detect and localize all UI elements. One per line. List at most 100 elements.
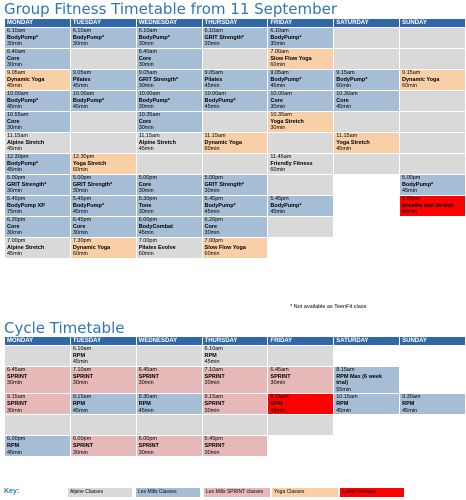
class-duration: 45min bbox=[204, 104, 220, 111]
class-duration: 45min bbox=[336, 146, 352, 153]
day-header-monday: MONDAY bbox=[5, 337, 70, 345]
empty-cell bbox=[202, 49, 268, 69]
class-cell: 6.10am BodyPump* 30min bbox=[136, 28, 202, 48]
empty-cell bbox=[268, 436, 334, 457]
class-name: Dynamic Yoga bbox=[204, 139, 242, 146]
cycle-title: Cycle Timetable bbox=[4, 319, 125, 337]
class-cell: 9.15am Dynamic Yoga 60min bbox=[400, 70, 465, 90]
day-header-thursday: THURSDAY bbox=[202, 337, 268, 345]
class-duration: 30min bbox=[138, 209, 154, 216]
class-cell: 6.00pm BodyCombat 45min bbox=[136, 217, 202, 237]
table-row: 9.05am Dynamic Yoga 45min 9.05am Pilates 45mi… bbox=[5, 70, 465, 90]
class-cell: 9.15am RPM 45min bbox=[268, 394, 334, 415]
table-row: 6.10am BodyPump* 30min 6.10am BodyPump* 30min… bbox=[5, 28, 465, 48]
class-cell: 12.30pm BodyPump* 45min bbox=[5, 154, 70, 174]
class-time: 6.10am bbox=[7, 28, 26, 34]
class-time: 5.45pm bbox=[204, 436, 223, 443]
class-time: 6.45am bbox=[270, 367, 289, 373]
class-name: BodyPump* bbox=[270, 76, 302, 83]
table-row: 7.00pm Alpine Stretch 45min 7.30pm Dynamic Y… bbox=[5, 238, 465, 258]
class-name: BodyPump XP bbox=[7, 202, 45, 209]
class-duration: 45min bbox=[204, 83, 220, 90]
class-name: Alpine Stretch bbox=[7, 244, 45, 251]
class-cell: 5.00pm BodyPump* 45min bbox=[400, 175, 465, 195]
day-header-row: MONDAY TUESDAY WEDNESDAY THURSDAY FRIDAY SATU… bbox=[5, 19, 465, 27]
class-time: 6.00pm bbox=[72, 436, 92, 443]
class-time: 9.05am bbox=[138, 70, 158, 76]
class-duration: 60min bbox=[402, 83, 418, 90]
class-time: 9.05am bbox=[72, 70, 92, 76]
class-cell: 5.45pm SPRINT 30min bbox=[202, 436, 268, 457]
class-time: 8.15am bbox=[336, 367, 355, 373]
class-cell: 10.35am Yoga Stretch 30min bbox=[268, 112, 334, 132]
class-duration: 60min bbox=[72, 167, 88, 174]
day-header-tuesday: TUESDAY bbox=[70, 337, 136, 345]
class-cell: 5.30pm Tone 30min bbox=[136, 196, 202, 216]
class-cell: 5.45pm BodyPump* 45min bbox=[268, 196, 334, 216]
class-name: Pilates bbox=[204, 76, 223, 83]
class-cell: 6.45am SPRINT 30min bbox=[136, 367, 202, 394]
class-cell: 7.30pm Dynamic Yoga 60min bbox=[70, 238, 136, 258]
class-cell: 11.15am Yoga Stretch 45min bbox=[334, 133, 400, 153]
class-name: Yoga Stretch bbox=[72, 160, 107, 167]
group-fitness-table: MONDAY TUESDAY WEDNESDAY THURSDAY FRIDAY SATU… bbox=[4, 18, 466, 259]
class-cell: 6.10am RPM 45min bbox=[202, 346, 268, 366]
class-name: GRIT Strength* bbox=[72, 181, 113, 188]
class-name: Alpine Stretch bbox=[138, 139, 176, 146]
class-cell: 9.15am SPRINT 30min bbox=[5, 394, 70, 415]
day-header-thursday: THURSDAY bbox=[202, 19, 268, 27]
class-name: Pilates bbox=[72, 76, 91, 83]
empty-cell bbox=[400, 112, 465, 132]
class-cell: 11.15am Alpine Stretch 45min bbox=[136, 133, 202, 153]
class-name: BodyPump* bbox=[7, 34, 39, 41]
class-duration: 30min bbox=[138, 104, 154, 111]
class-name: Friendly Fitness bbox=[270, 160, 313, 167]
class-duration: 30min bbox=[72, 41, 88, 48]
class-name: Pilates Evolve bbox=[138, 244, 176, 251]
class-name: RPM bbox=[72, 400, 86, 407]
table-row bbox=[5, 415, 465, 436]
class-time: 7.10am bbox=[204, 367, 223, 373]
empty-cell bbox=[70, 112, 136, 132]
class-cell: 10.00am BodyPump* 45min bbox=[5, 91, 70, 111]
class-name: BodyCombat bbox=[138, 223, 173, 230]
class-duration: 30min bbox=[7, 188, 22, 195]
class-name: RPM bbox=[402, 400, 415, 407]
table-row: 6.00pm RPM 45min 6.00pm SPRINT 30min 6.00pm SPR… bbox=[5, 436, 465, 457]
day-header-saturday: SATURDAY bbox=[334, 337, 400, 345]
class-time: 5.00pm bbox=[138, 175, 158, 181]
class-time: 7.00pm bbox=[204, 238, 223, 244]
class-cell: 11.45am Friendly Fitness 60min bbox=[268, 154, 334, 174]
class-duration: 45min bbox=[72, 104, 88, 111]
class-time: 10.30am bbox=[336, 91, 358, 97]
class-duration: 45min bbox=[7, 167, 22, 174]
class-name: Core bbox=[7, 223, 20, 230]
class-time: 5.00pm bbox=[7, 175, 26, 181]
class-name: BodyPump* bbox=[270, 34, 302, 41]
class-time: 11.15am bbox=[138, 133, 160, 139]
table-row: 6.40am Core 30min 6.40am Core 30min 7.00am Slow… bbox=[5, 49, 465, 69]
day-header-wednesday: WEDNESDAY bbox=[136, 337, 202, 345]
class-cell: 6.45am SPRINT 30min bbox=[268, 367, 334, 394]
class-duration: 45min bbox=[336, 104, 352, 111]
empty-cell bbox=[400, 49, 465, 69]
class-duration: 30min bbox=[7, 407, 22, 414]
class-duration: 45min bbox=[270, 83, 286, 90]
class-time: 6.40am bbox=[138, 49, 158, 55]
class-cell: 5.45pm BodyPump* 45min bbox=[70, 196, 136, 216]
class-duration: 30min bbox=[7, 380, 22, 387]
class-duration: 30min bbox=[72, 188, 88, 195]
class-duration: 30min bbox=[270, 125, 286, 132]
class-duration: 45min bbox=[7, 449, 22, 456]
class-duration: 60min bbox=[270, 167, 286, 174]
class-cell: 6.00pm SPRINT 30min bbox=[136, 436, 202, 457]
class-name: RPM bbox=[72, 352, 86, 359]
class-name: BodyPump* bbox=[72, 97, 105, 104]
class-name: Core bbox=[270, 97, 283, 104]
class-time: 10.55am bbox=[7, 112, 29, 118]
class-duration: 45min bbox=[138, 230, 154, 237]
class-time: 7.00am bbox=[270, 49, 289, 55]
class-duration: 45min bbox=[336, 407, 352, 414]
empty-cell bbox=[334, 175, 400, 195]
empty-cell bbox=[136, 154, 202, 174]
